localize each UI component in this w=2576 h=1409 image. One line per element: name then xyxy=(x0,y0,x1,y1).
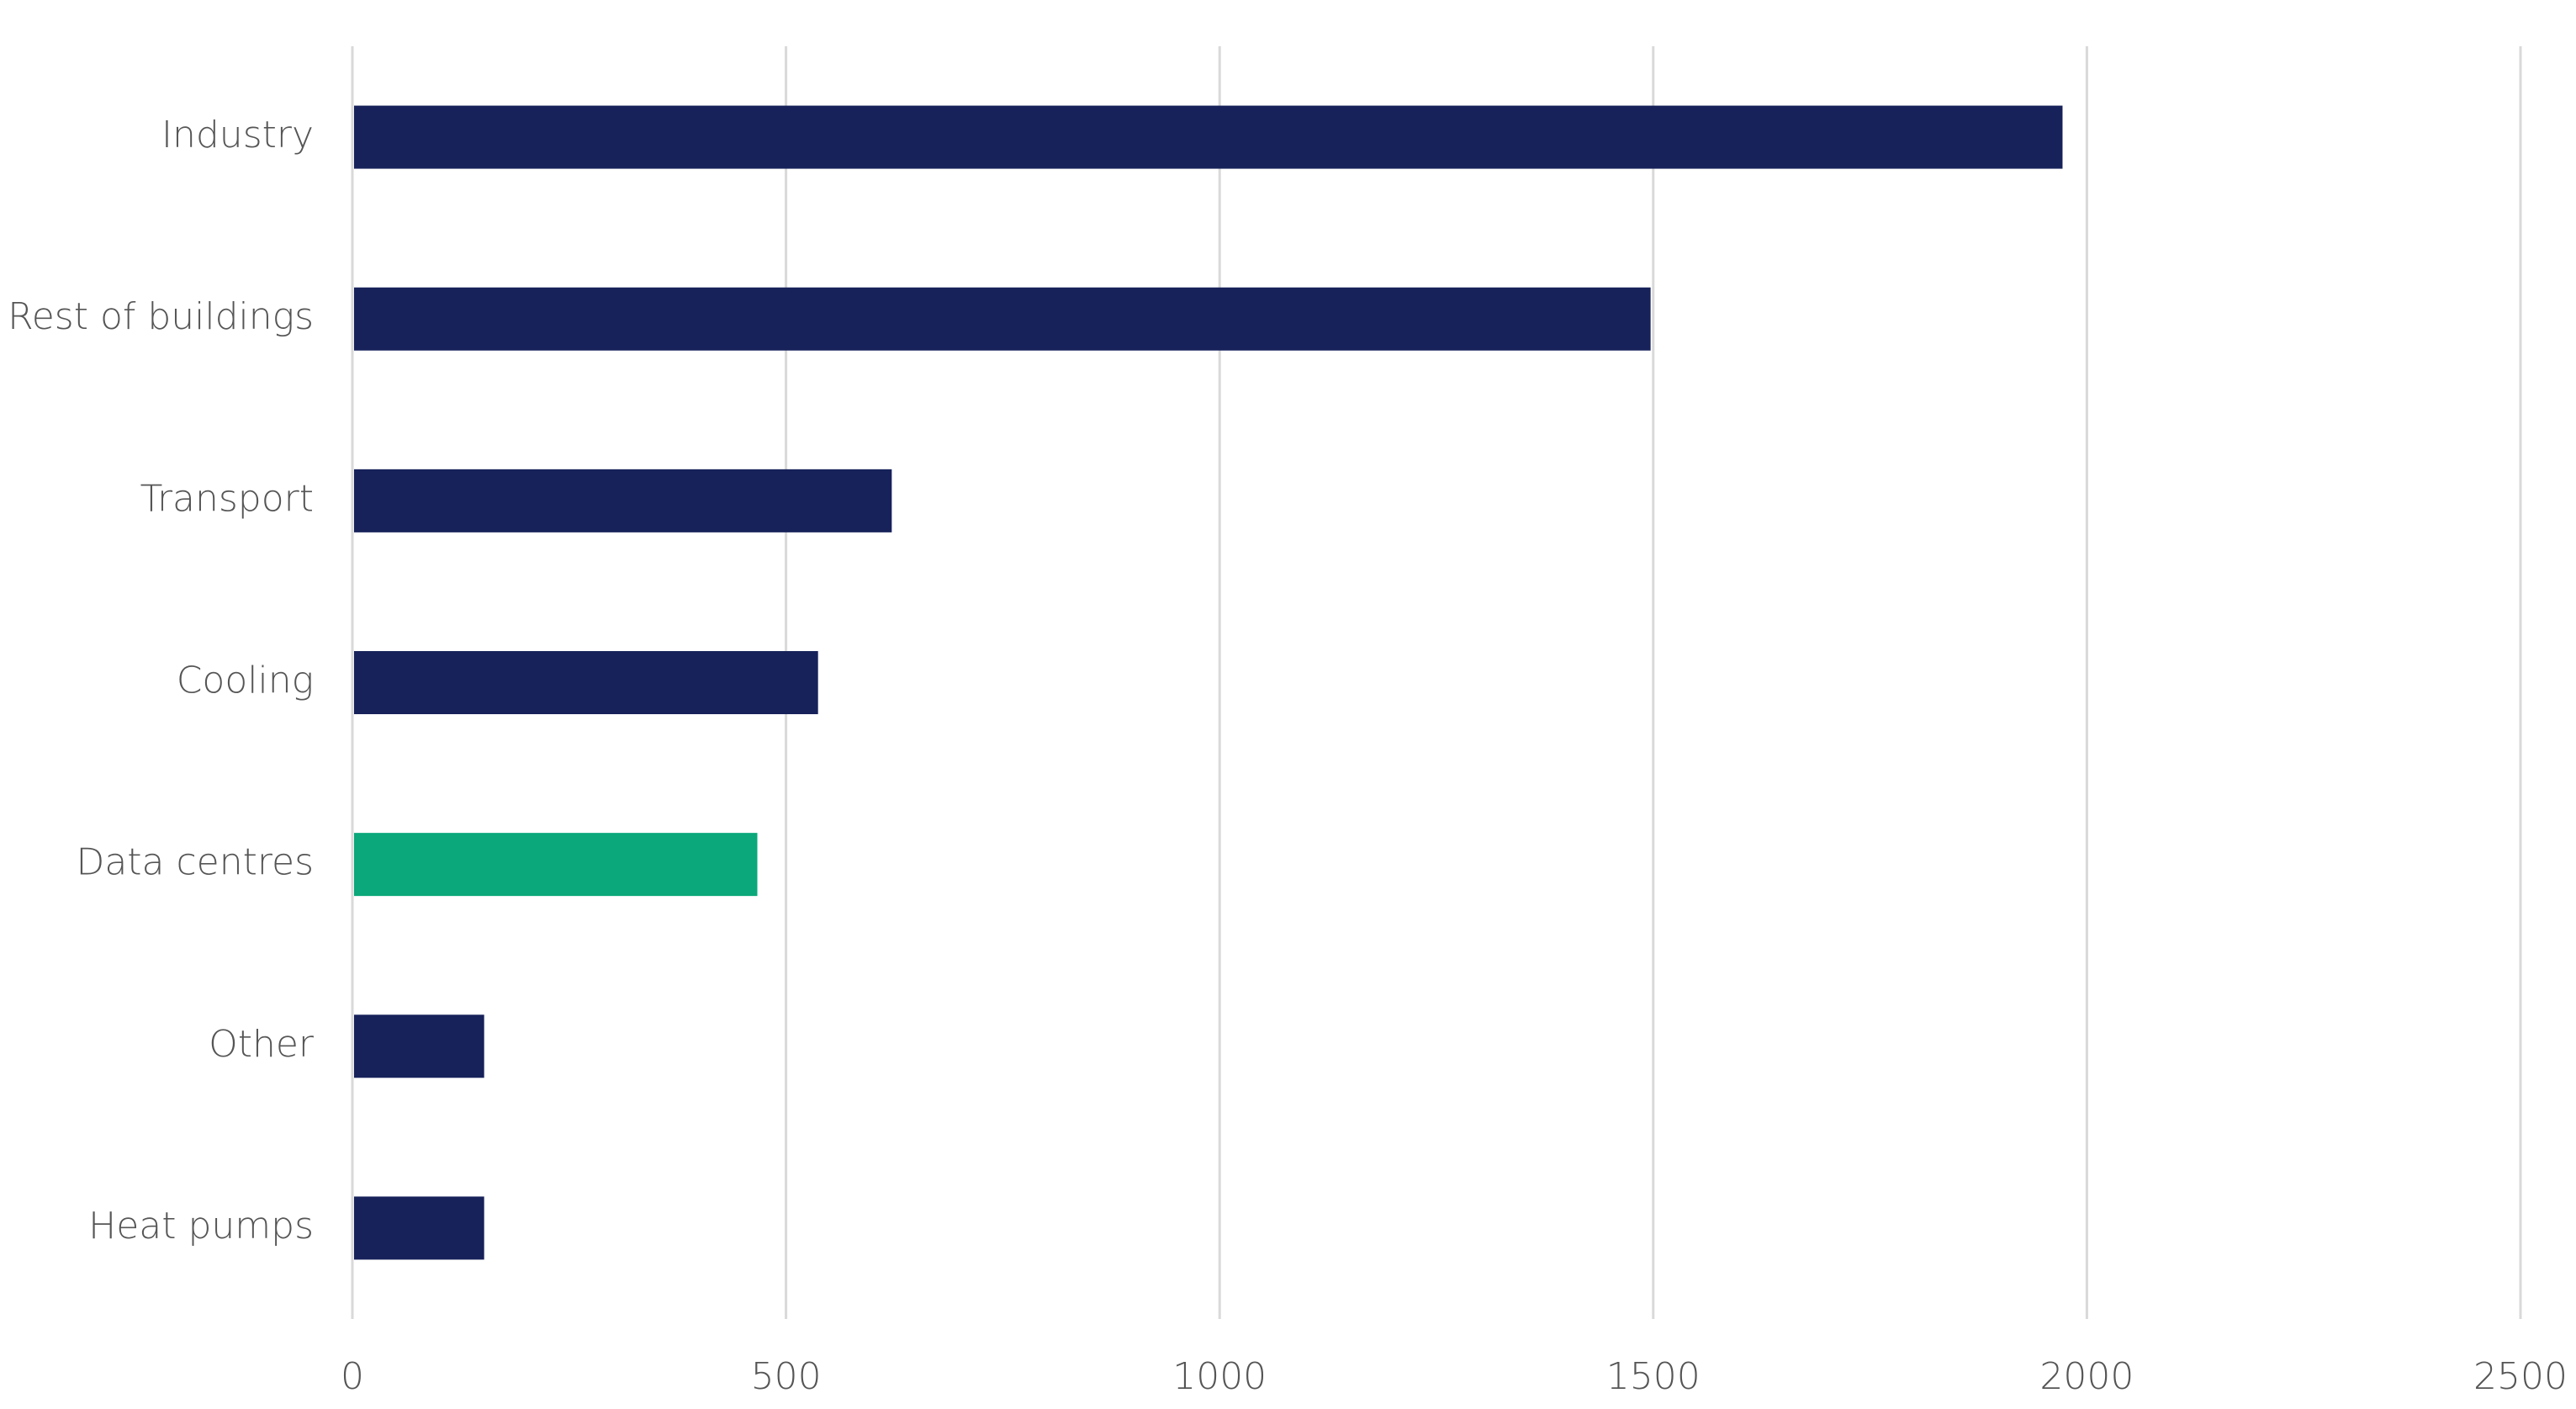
bar xyxy=(354,469,892,532)
y-tick-label: Transport xyxy=(140,477,314,520)
y-tick-label: Heat pumps xyxy=(88,1205,314,1247)
bar xyxy=(354,105,2063,169)
bar xyxy=(354,287,1651,351)
x-tick-label: 500 xyxy=(751,1355,822,1398)
bar xyxy=(354,833,758,897)
x-tick-label: 2500 xyxy=(2473,1355,2568,1398)
y-tick-label: Cooling xyxy=(177,659,314,702)
x-tick-label: 0 xyxy=(341,1355,364,1398)
y-tick-label: Data centres xyxy=(76,841,314,884)
y-tick-label: Other xyxy=(209,1023,315,1066)
bar xyxy=(354,1196,484,1260)
x-tick-label: 1500 xyxy=(1606,1355,1701,1398)
y-tick-label: Rest of buildings xyxy=(8,295,314,338)
y-tick-label: Industry xyxy=(161,114,314,156)
bar xyxy=(354,1014,484,1078)
x-tick-label: 1000 xyxy=(1172,1355,1267,1398)
bar xyxy=(354,651,818,714)
x-tick-label: 2000 xyxy=(2039,1355,2134,1398)
